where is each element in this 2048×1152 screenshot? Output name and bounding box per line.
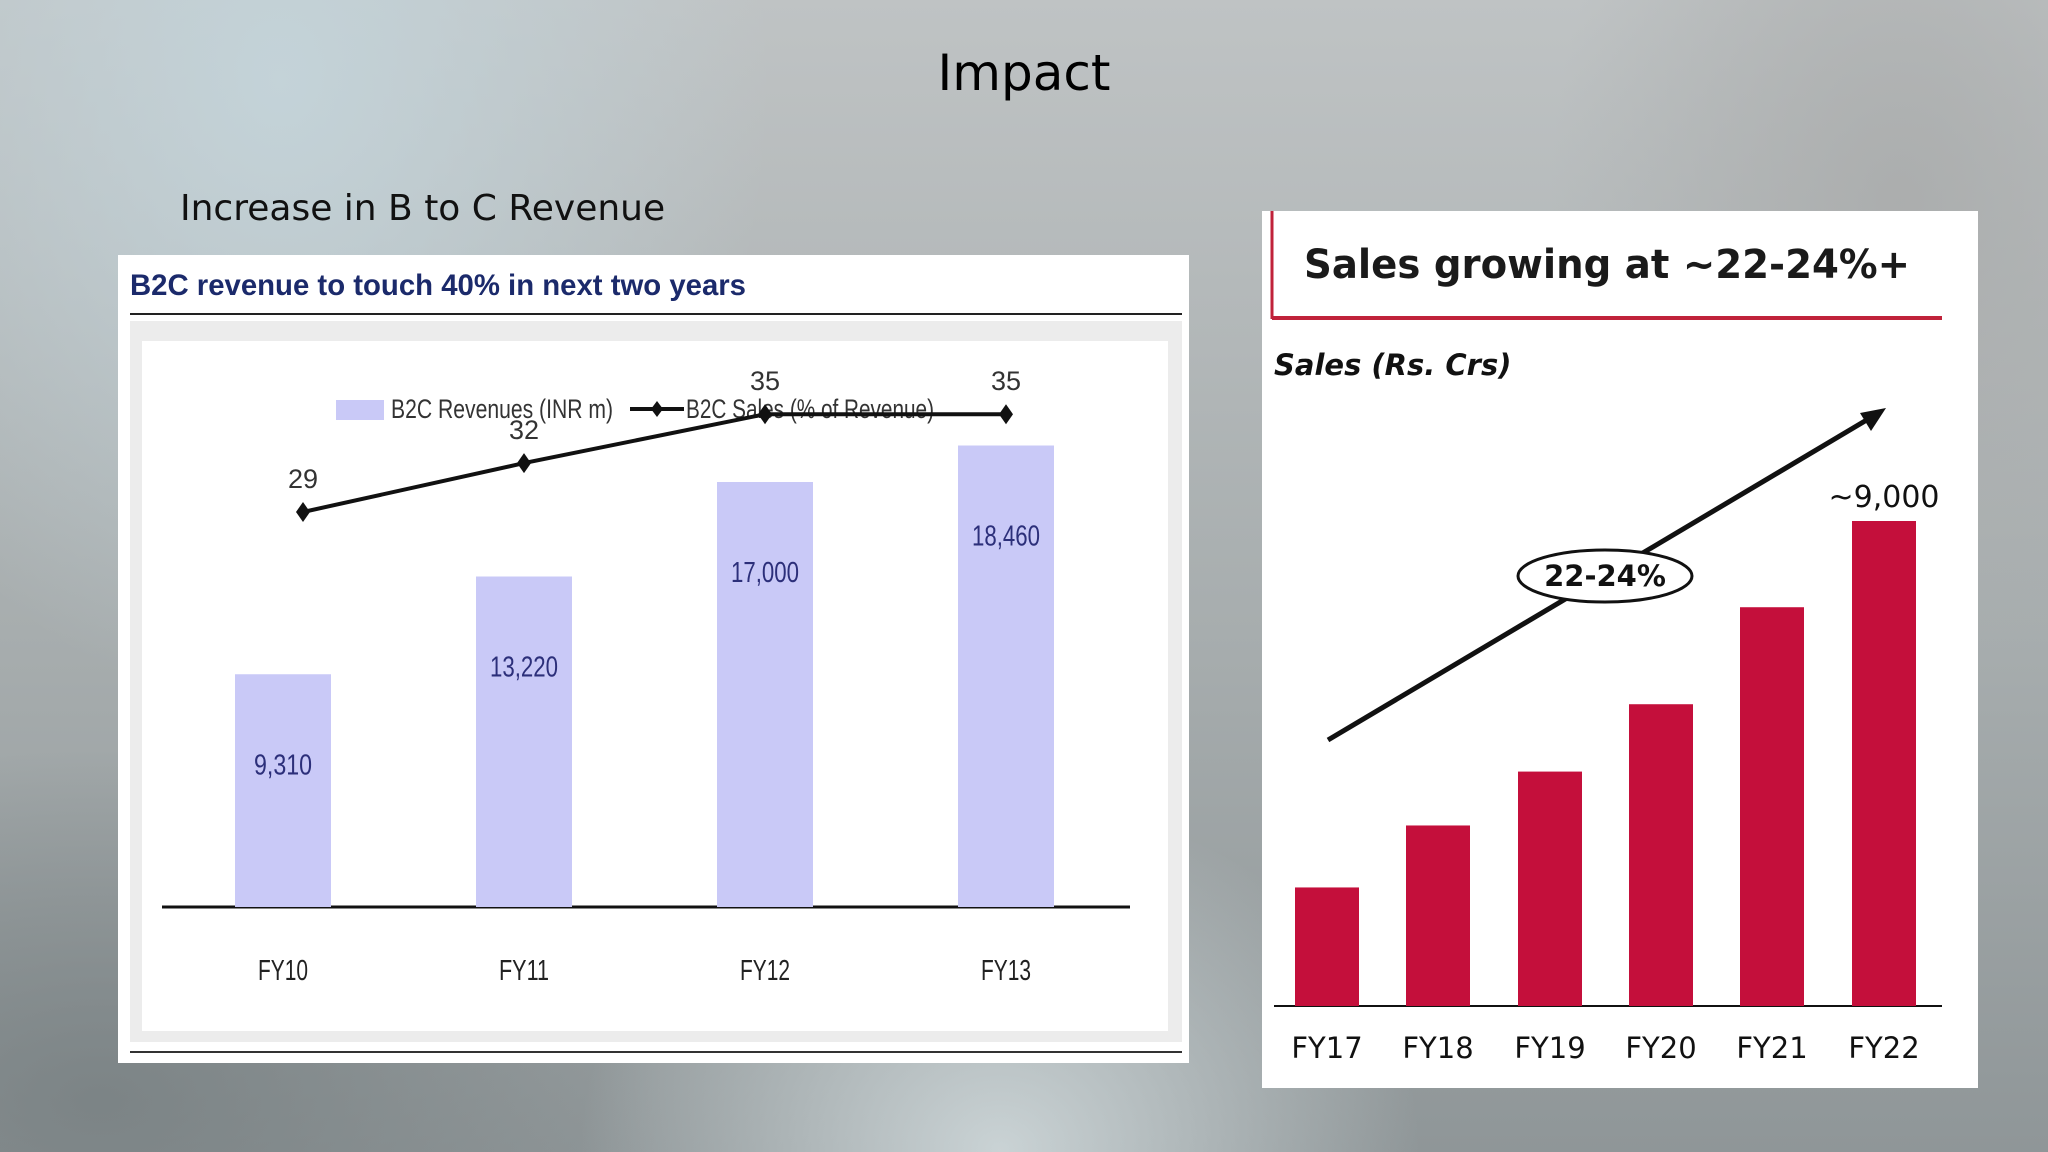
pct-label: 32 [509, 415, 539, 445]
bar-fy17 [1295, 887, 1359, 1006]
chart-title: B2C revenue to touch 40% in next two yea… [130, 269, 746, 302]
bar-value-label: 13,220 [490, 652, 558, 684]
growth-rate-label: 22-24% [1544, 559, 1666, 593]
x-tick-label: FY13 [981, 955, 1031, 987]
left-chart-caption: Increase in B to C Revenue [180, 188, 666, 229]
pct-line [302, 412, 1006, 514]
bar-fy12 [717, 482, 813, 907]
sales-growth-chart: Sales growing at ~22-24%+ Sales (Rs. Crs)… [1270, 211, 1942, 1065]
bar-fy19 [1518, 771, 1582, 1006]
bar-fy22 [1852, 521, 1916, 1006]
x-tick-label: FY18 [1402, 1031, 1473, 1065]
page-title: Impact [937, 44, 1111, 102]
x-tick-label: FY11 [499, 955, 549, 987]
legend-swatch-bar [336, 400, 384, 420]
legend-marker [651, 401, 663, 417]
x-tick-label: FY12 [740, 955, 790, 987]
bar-fy20 [1629, 704, 1693, 1006]
bar-fy18 [1406, 825, 1470, 1006]
bar-fy21 [1740, 607, 1804, 1006]
bar-fy10 [235, 674, 331, 907]
x-tick-label: FY19 [1514, 1031, 1585, 1065]
pct-label: 29 [288, 464, 318, 494]
x-tick-label: FY20 [1625, 1031, 1696, 1065]
sales-growth-chart-panel: Sales growing at ~22-24%+ Sales (Rs. Crs)… [1262, 211, 1978, 1088]
pct-marker [517, 453, 531, 474]
pct-label: 35 [750, 366, 780, 396]
bar-value-label: 9,310 [254, 749, 312, 781]
bar-value-label: ~9,000 [1828, 480, 1939, 515]
growth-arrow-head [1860, 408, 1886, 431]
x-tick-label: FY10 [258, 955, 308, 987]
pct-marker [758, 404, 772, 425]
bar-value-label: 18,460 [972, 521, 1040, 553]
legend-label-line: B2C Sales (% of Revenue) [686, 394, 934, 424]
bar-value-label: 17,000 [731, 557, 799, 589]
x-tick-label: FY21 [1736, 1031, 1807, 1065]
growth-rate-bubble [1516, 548, 1694, 604]
x-tick-label: FY17 [1291, 1031, 1362, 1065]
y-axis-label: Sales (Rs. Crs) [1274, 348, 1511, 382]
chart-title: Sales growing at ~22-24%+ [1304, 242, 1910, 288]
pct-label: 35 [991, 366, 1021, 396]
bar-fy13 [958, 445, 1054, 907]
pct-marker [999, 404, 1013, 425]
bar-fy11 [476, 576, 572, 907]
pct-marker [296, 502, 310, 522]
legend-label-bar: B2C Revenues (INR m) [391, 394, 613, 424]
x-tick-label: FY22 [1848, 1031, 1919, 1065]
b2c-revenue-chart: B2C revenue to touch 40% in next two yea… [130, 269, 1182, 1053]
b2c-revenue-chart-panel: B2C revenue to touch 40% in next two yea… [118, 255, 1189, 1063]
